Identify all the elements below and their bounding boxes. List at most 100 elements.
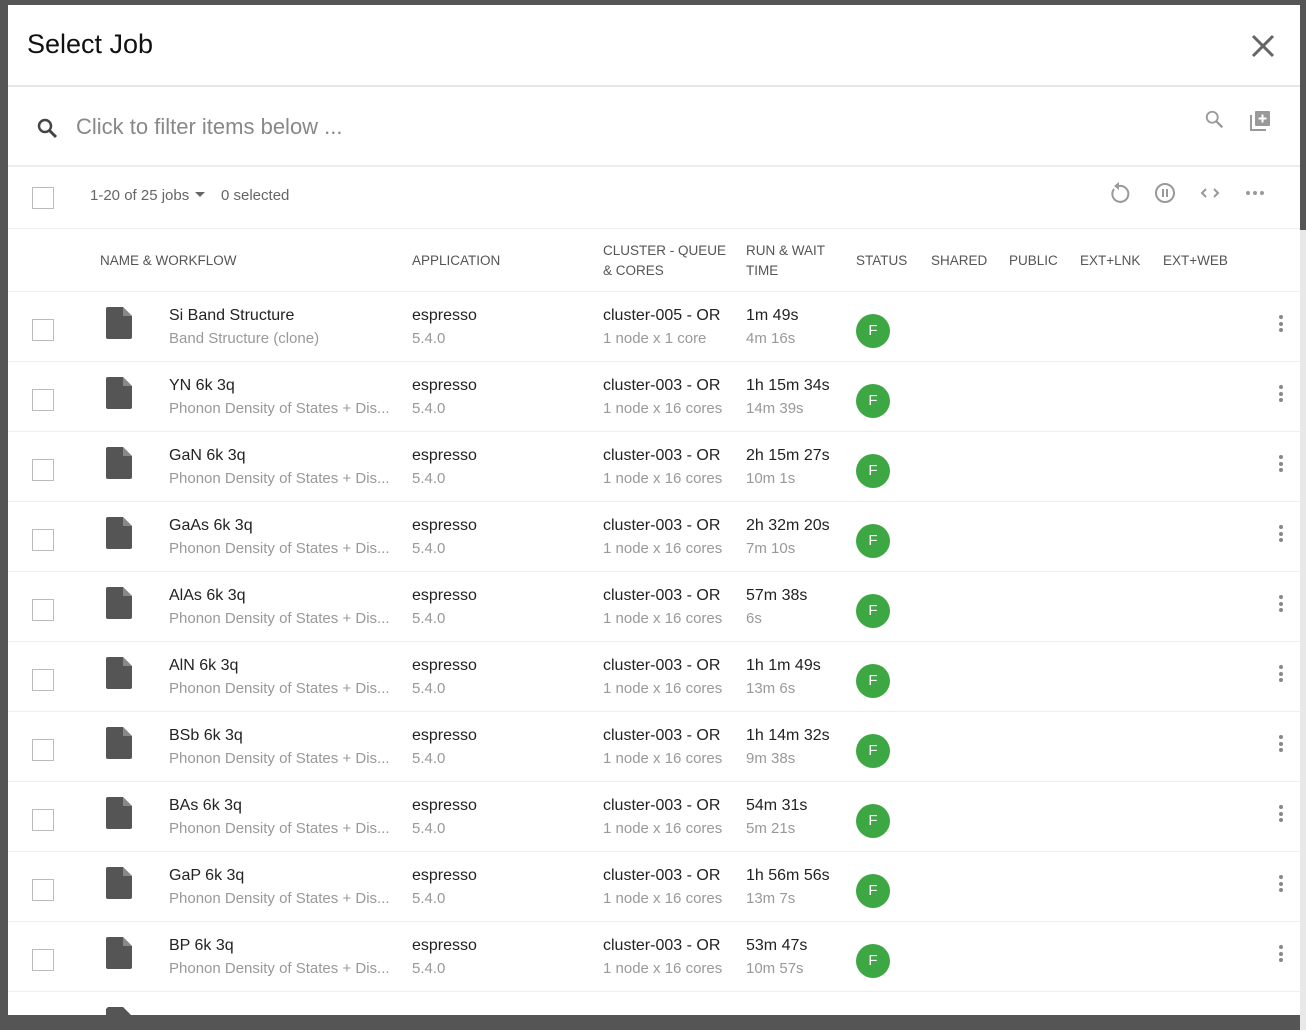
cores: 1 node x 16 cores (603, 750, 723, 767)
run-time: 54m 31s (746, 797, 808, 814)
more-vertical-icon[interactable] (1276, 455, 1286, 475)
row-checkbox[interactable] (32, 949, 54, 971)
add-to-library-icon[interactable] (1248, 109, 1272, 133)
workflow-name: Phonon Density of States + Dis... (169, 400, 390, 417)
table-row[interactable]: BP 6k 3q Phonon Density of States + Dis.… (8, 922, 1300, 992)
more-vertical-icon[interactable] (1276, 385, 1286, 405)
job-name[interactable]: BP 6k 3q (169, 937, 234, 954)
table-row[interactable]: GaN 6k 3q Phonon Density of States + Dis… (8, 432, 1300, 502)
col-ext-lnk[interactable]: EXT+LNK (1080, 253, 1141, 268)
workflow-name: Phonon Density of States + Dis... (169, 540, 390, 557)
code-icon[interactable] (1198, 181, 1222, 205)
row-checkbox[interactable] (32, 599, 54, 621)
more-horizontal-icon[interactable] (1243, 181, 1267, 205)
table-row[interactable]: AlAs 6k 3q Phonon Density of States + Di… (8, 572, 1300, 642)
table-row[interactable]: YN 6k 3q Phonon Density of States + Dis.… (8, 362, 1300, 432)
app-version: 5.4.0 (412, 890, 446, 907)
pause-icon[interactable] (1153, 181, 1177, 205)
col-shared[interactable]: SHARED (931, 253, 988, 268)
file-icon (106, 377, 132, 409)
cores: 1 node x 1 core (603, 330, 707, 347)
run-time: 1h 1m 49s (746, 657, 821, 674)
more-vertical-icon[interactable] (1276, 595, 1286, 615)
col-status[interactable]: STATUS (856, 253, 908, 268)
col-application[interactable]: APPLICATION (412, 253, 501, 268)
more-vertical-icon[interactable] (1276, 525, 1286, 545)
app-version: 5.4.0 (412, 470, 446, 487)
more-vertical-icon[interactable] (1276, 875, 1286, 895)
job-name[interactable]: BAs 6k 3q (169, 797, 242, 814)
table-row[interactable]: BAs 6k 3q Phonon Density of States + Dis… (8, 782, 1300, 852)
job-name[interactable]: GaP 6k 3q (169, 867, 245, 884)
row-checkbox[interactable] (32, 319, 54, 341)
filter-input[interactable]: Click to filter items below ... (76, 114, 343, 139)
job-name[interactable]: GaAs 6k 3q (169, 517, 253, 534)
job-name[interactable]: GaN 6k 3q (169, 447, 246, 464)
app-version: 5.4.0 (412, 820, 446, 837)
row-checkbox[interactable] (32, 739, 54, 761)
table-row[interactable]: BSb 6k 3q Phonon Density of States + Dis… (8, 712, 1300, 782)
workflow-name: Phonon Density of States + Dis... (169, 680, 390, 697)
cluster-queue: cluster-003 - OR (603, 657, 721, 674)
workflow-name: Phonon Density of States + Dis... (169, 820, 390, 837)
table-row[interactable]: GaAs 6k 3q Phonon Density of States + Di… (8, 502, 1300, 572)
table-row[interactable]: GaP 6k 3q Phonon Density of States + Dis… (8, 852, 1300, 922)
cores: 1 node x 16 cores (603, 610, 723, 627)
wait-time: 14m 39s (746, 400, 804, 417)
col-cluster[interactable]: CLUSTER - QUEUE (603, 243, 727, 258)
status-badge: F (856, 384, 890, 418)
job-name[interactable]: AlN 6k 3q (169, 657, 239, 674)
file-icon (106, 657, 132, 689)
list-toolbar: 1-20 of 25 jobs 0 selected (8, 167, 1300, 229)
job-name[interactable]: Si Band Structure (169, 307, 295, 324)
table-row[interactable]: AlN 6k 3q Phonon Density of States + Dis… (8, 642, 1300, 712)
app-version: 5.4.0 (412, 400, 446, 417)
application: espresso (412, 307, 477, 324)
wait-time: 10m 1s (746, 470, 796, 487)
refresh-icon[interactable] (1108, 181, 1132, 205)
col-public[interactable]: PUBLIC (1009, 253, 1058, 268)
status-badge: F (856, 524, 890, 558)
run-time: 1h 15m 34s (746, 377, 830, 394)
col-ext-web[interactable]: EXT+WEB (1163, 253, 1228, 268)
cores: 1 node x 16 cores (603, 400, 723, 417)
cluster-queue: cluster-003 - OR (603, 867, 721, 884)
caret-down-icon (195, 192, 206, 202)
col-name[interactable]: NAME & WORKFLOW (100, 253, 237, 268)
row-checkbox[interactable] (32, 389, 54, 411)
search-icon[interactable] (1204, 109, 1226, 131)
cores: 1 node x 16 cores (603, 680, 723, 697)
more-vertical-icon[interactable] (1276, 315, 1286, 335)
more-vertical-icon[interactable] (1276, 945, 1286, 965)
file-icon (106, 447, 132, 479)
job-name[interactable]: AlAs 6k 3q (169, 587, 246, 604)
row-checkbox[interactable] (32, 809, 54, 831)
job-name[interactable]: YN 6k 3q (169, 377, 235, 394)
cores: 1 node x 16 cores (603, 820, 723, 837)
close-icon[interactable] (1250, 33, 1276, 59)
table-row[interactable] (8, 992, 1300, 1015)
page-range-dropdown[interactable]: 1-20 of 25 jobs (90, 187, 206, 204)
row-checkbox[interactable] (32, 459, 54, 481)
workflow-name: Phonon Density of States + Dis... (169, 470, 390, 487)
more-vertical-icon[interactable] (1276, 735, 1286, 755)
col-run-wait[interactable]: RUN & WAIT (746, 243, 825, 258)
cluster-queue: cluster-003 - OR (603, 447, 721, 464)
run-time: 53m 47s (746, 937, 808, 954)
application: espresso (412, 937, 477, 954)
file-icon (106, 587, 132, 619)
row-checkbox[interactable] (32, 879, 54, 901)
application: espresso (412, 517, 477, 534)
status-badge: F (856, 594, 890, 628)
app-version: 5.4.0 (412, 960, 446, 977)
more-vertical-icon[interactable] (1276, 805, 1286, 825)
file-icon (106, 517, 132, 549)
job-name[interactable]: BSb 6k 3q (169, 727, 243, 744)
wait-time: 10m 57s (746, 960, 804, 977)
row-checkbox[interactable] (32, 669, 54, 691)
table-row[interactable]: Si Band Structure Band Structure (clone)… (8, 292, 1300, 362)
more-vertical-icon[interactable] (1276, 665, 1286, 685)
row-checkbox[interactable] (32, 529, 54, 551)
page-range: 1-20 of 25 jobs (90, 187, 190, 204)
select-all-checkbox[interactable] (32, 187, 54, 209)
